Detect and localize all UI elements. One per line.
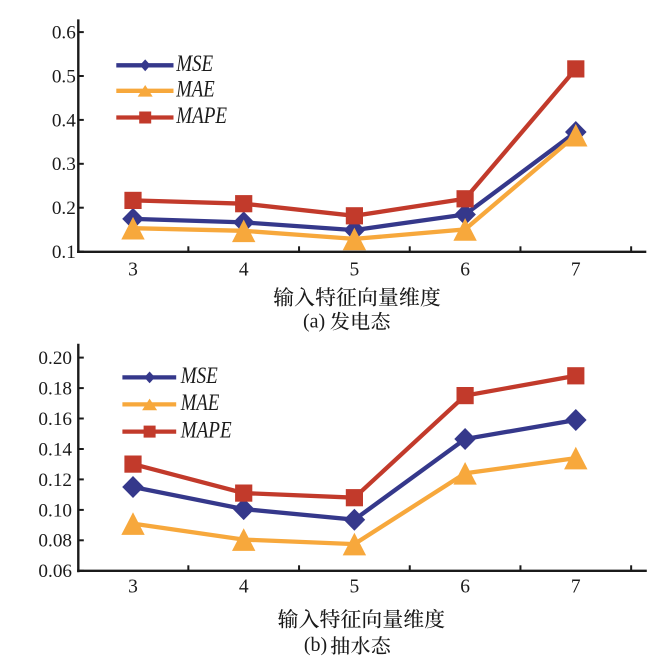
svg-text:0.16: 0.16 (38, 409, 72, 430)
svg-text:0.10: 0.10 (38, 500, 72, 521)
svg-text:7: 7 (571, 577, 581, 598)
svg-text:0.12: 0.12 (38, 470, 72, 491)
svg-text:3: 3 (128, 260, 138, 281)
svg-text:6: 6 (460, 260, 470, 281)
svg-text:7: 7 (571, 260, 581, 281)
svg-text:MSE: MSE (180, 363, 218, 388)
svg-text:4: 4 (239, 577, 249, 598)
svg-text:MAE: MAE (180, 390, 219, 415)
svg-text:MAPE: MAPE (175, 103, 227, 128)
svg-text:0.1: 0.1 (52, 242, 76, 263)
svg-text:MAE: MAE (175, 76, 214, 101)
svg-text:(a): (a) (303, 310, 325, 332)
svg-text:6: 6 (460, 577, 470, 598)
svg-text:5: 5 (350, 577, 360, 598)
svg-text:MAPE: MAPE (180, 417, 232, 442)
svg-text:0.6: 0.6 (52, 23, 76, 44)
svg-text:0.06: 0.06 (38, 561, 72, 582)
svg-text:0.18: 0.18 (38, 379, 72, 400)
svg-text:0.4: 0.4 (52, 110, 76, 131)
svg-text:0.3: 0.3 (52, 154, 76, 175)
svg-text:0.08: 0.08 (38, 531, 72, 552)
svg-text:0.2: 0.2 (52, 198, 76, 219)
svg-text:5: 5 (350, 260, 360, 281)
svg-text:0.20: 0.20 (38, 348, 72, 369)
svg-text:0.14: 0.14 (38, 439, 72, 460)
svg-text:0.5: 0.5 (52, 66, 76, 87)
svg-text:MSE: MSE (175, 51, 213, 76)
svg-text:3: 3 (128, 577, 138, 598)
svg-text:4: 4 (239, 260, 249, 281)
svg-text:(b): (b) (304, 634, 327, 656)
